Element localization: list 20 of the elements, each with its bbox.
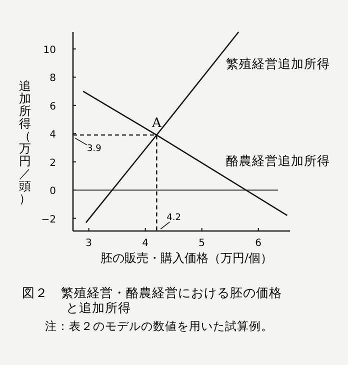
y-tick-label: 10	[43, 44, 56, 56]
x-tick-label: 6	[255, 238, 262, 249]
y-tick-label: 8	[50, 73, 56, 84]
x-tick-label: 3	[86, 238, 92, 249]
y-tick-label: 4	[50, 130, 56, 141]
y-tick-label: 0	[50, 186, 56, 198]
y-tick-label: 2	[50, 158, 56, 169]
x-tick-label: 5	[198, 238, 206, 249]
y-tick-label: −2	[41, 214, 56, 226]
text: 注：表２のモデルの数値を用いた試算例。	[45, 319, 273, 333]
x-axis-title: 胚の販売・購入価格（万円/個）	[100, 251, 273, 265]
text: 追加所得（万円／頭）	[19, 79, 31, 206]
annotation: 4.2	[166, 213, 181, 223]
series-label: 繁殖経営追加所得	[226, 56, 330, 71]
text: 図２ 繁殖経営・酪農経営における胚の価格と追加所得	[22, 285, 282, 315]
annotation: 3.9	[87, 144, 102, 154]
y-tick-label: 6	[50, 101, 56, 112]
annotation: A	[150, 116, 162, 132]
x-tick-label: 4	[142, 238, 149, 249]
series-label: 酪農経営追加所得	[226, 153, 330, 168]
